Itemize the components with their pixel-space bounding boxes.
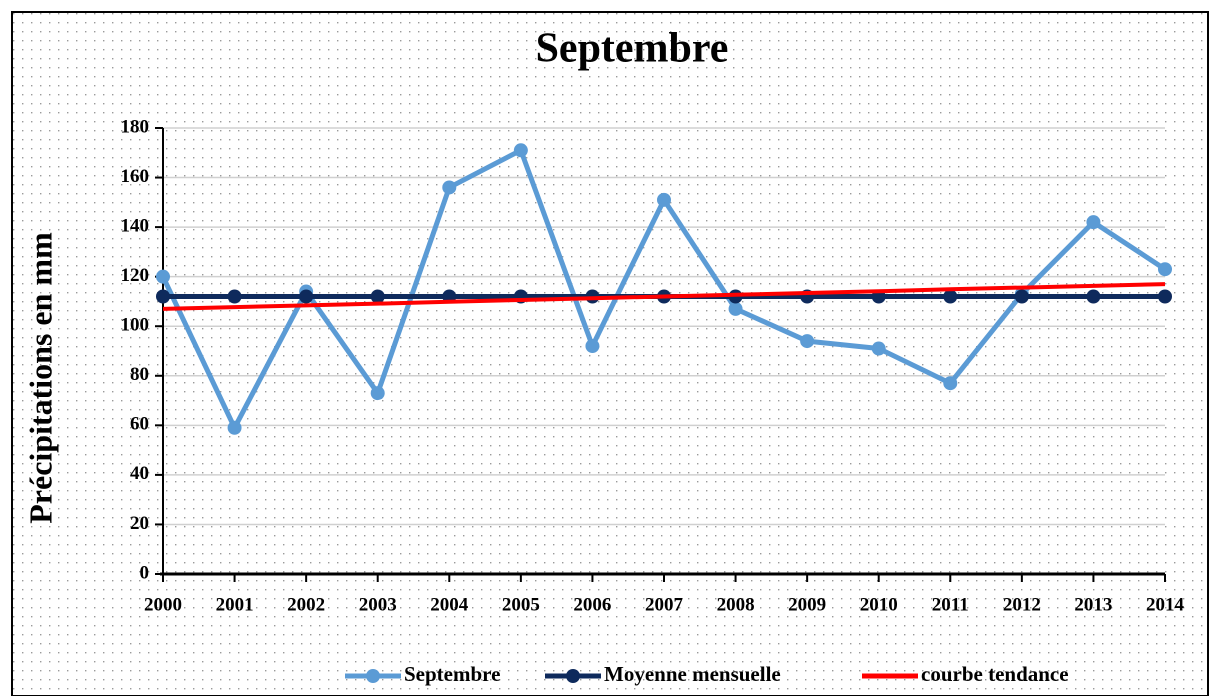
y-tick-label: 140 [121,215,150,236]
y-tick-label: 0 [140,562,150,583]
x-tick-label: 2003 [359,594,397,615]
data-point [227,420,242,435]
legend: Septembre Moyenne mensuelle courbe tendanc… [345,662,1069,686]
y-axis-label: Précipitations en mm [22,232,58,524]
chart-frame [11,11,1209,696]
y-tick-label: 180 [121,116,150,137]
data-point [871,341,886,356]
legend-marker [566,669,580,683]
legend-marker [366,669,380,683]
y-tick-label: 20 [130,513,149,534]
y-tick-label: 80 [130,364,149,385]
data-point [657,192,671,207]
x-tick-label: 2005 [502,594,540,615]
x-tick-label: 2006 [573,594,611,615]
chart-title: Septembre [536,26,729,72]
x-tick-label: 2000 [144,594,182,615]
data-point [1086,215,1101,230]
data-point [227,289,242,304]
data-point [370,386,385,401]
x-tick-label: 2012 [1003,594,1041,615]
data-point [943,289,958,304]
y-tick-label: 100 [121,315,150,336]
x-tick-label: 2014 [1146,594,1185,615]
data-point [370,289,385,304]
x-tick-label: 2011 [932,594,969,615]
x-tick-label: 2004 [430,594,469,615]
grid: 0 20 40 60 80 100 120 140 160 180 2000 2001 2002 2003… [121,116,1185,615]
data-point [943,376,958,391]
data-point [800,334,815,349]
data-point [585,339,600,354]
data-point [513,143,528,158]
data-point [1158,262,1172,277]
data-point [156,289,170,304]
data-point [1086,289,1101,304]
data-point [442,180,457,195]
data-point [728,301,743,316]
x-tick-label: 2002 [287,594,325,615]
legend-label: Moyenne mensuelle [604,662,781,686]
data-point [1014,289,1029,304]
data-point [156,269,170,284]
plot [156,143,1172,435]
y-tick-label: 120 [121,265,150,286]
data-point [1158,289,1172,304]
x-tick-label: 2010 [860,594,898,615]
x-tick-label: 2009 [788,594,826,615]
series-line [162,282,1166,311]
y-tick-label: 160 [121,166,150,187]
x-tick-label: 2007 [645,594,684,615]
x-tick-label: 2001 [216,594,254,615]
legend-label: courbe tendance [921,662,1069,686]
y-tick-label: 40 [130,463,149,484]
legend-label: Septembre [404,662,500,686]
x-tick-label: 2013 [1074,594,1112,615]
data-point [299,289,314,304]
x-tick-label: 2008 [717,594,755,615]
y-tick-label: 60 [130,414,149,435]
